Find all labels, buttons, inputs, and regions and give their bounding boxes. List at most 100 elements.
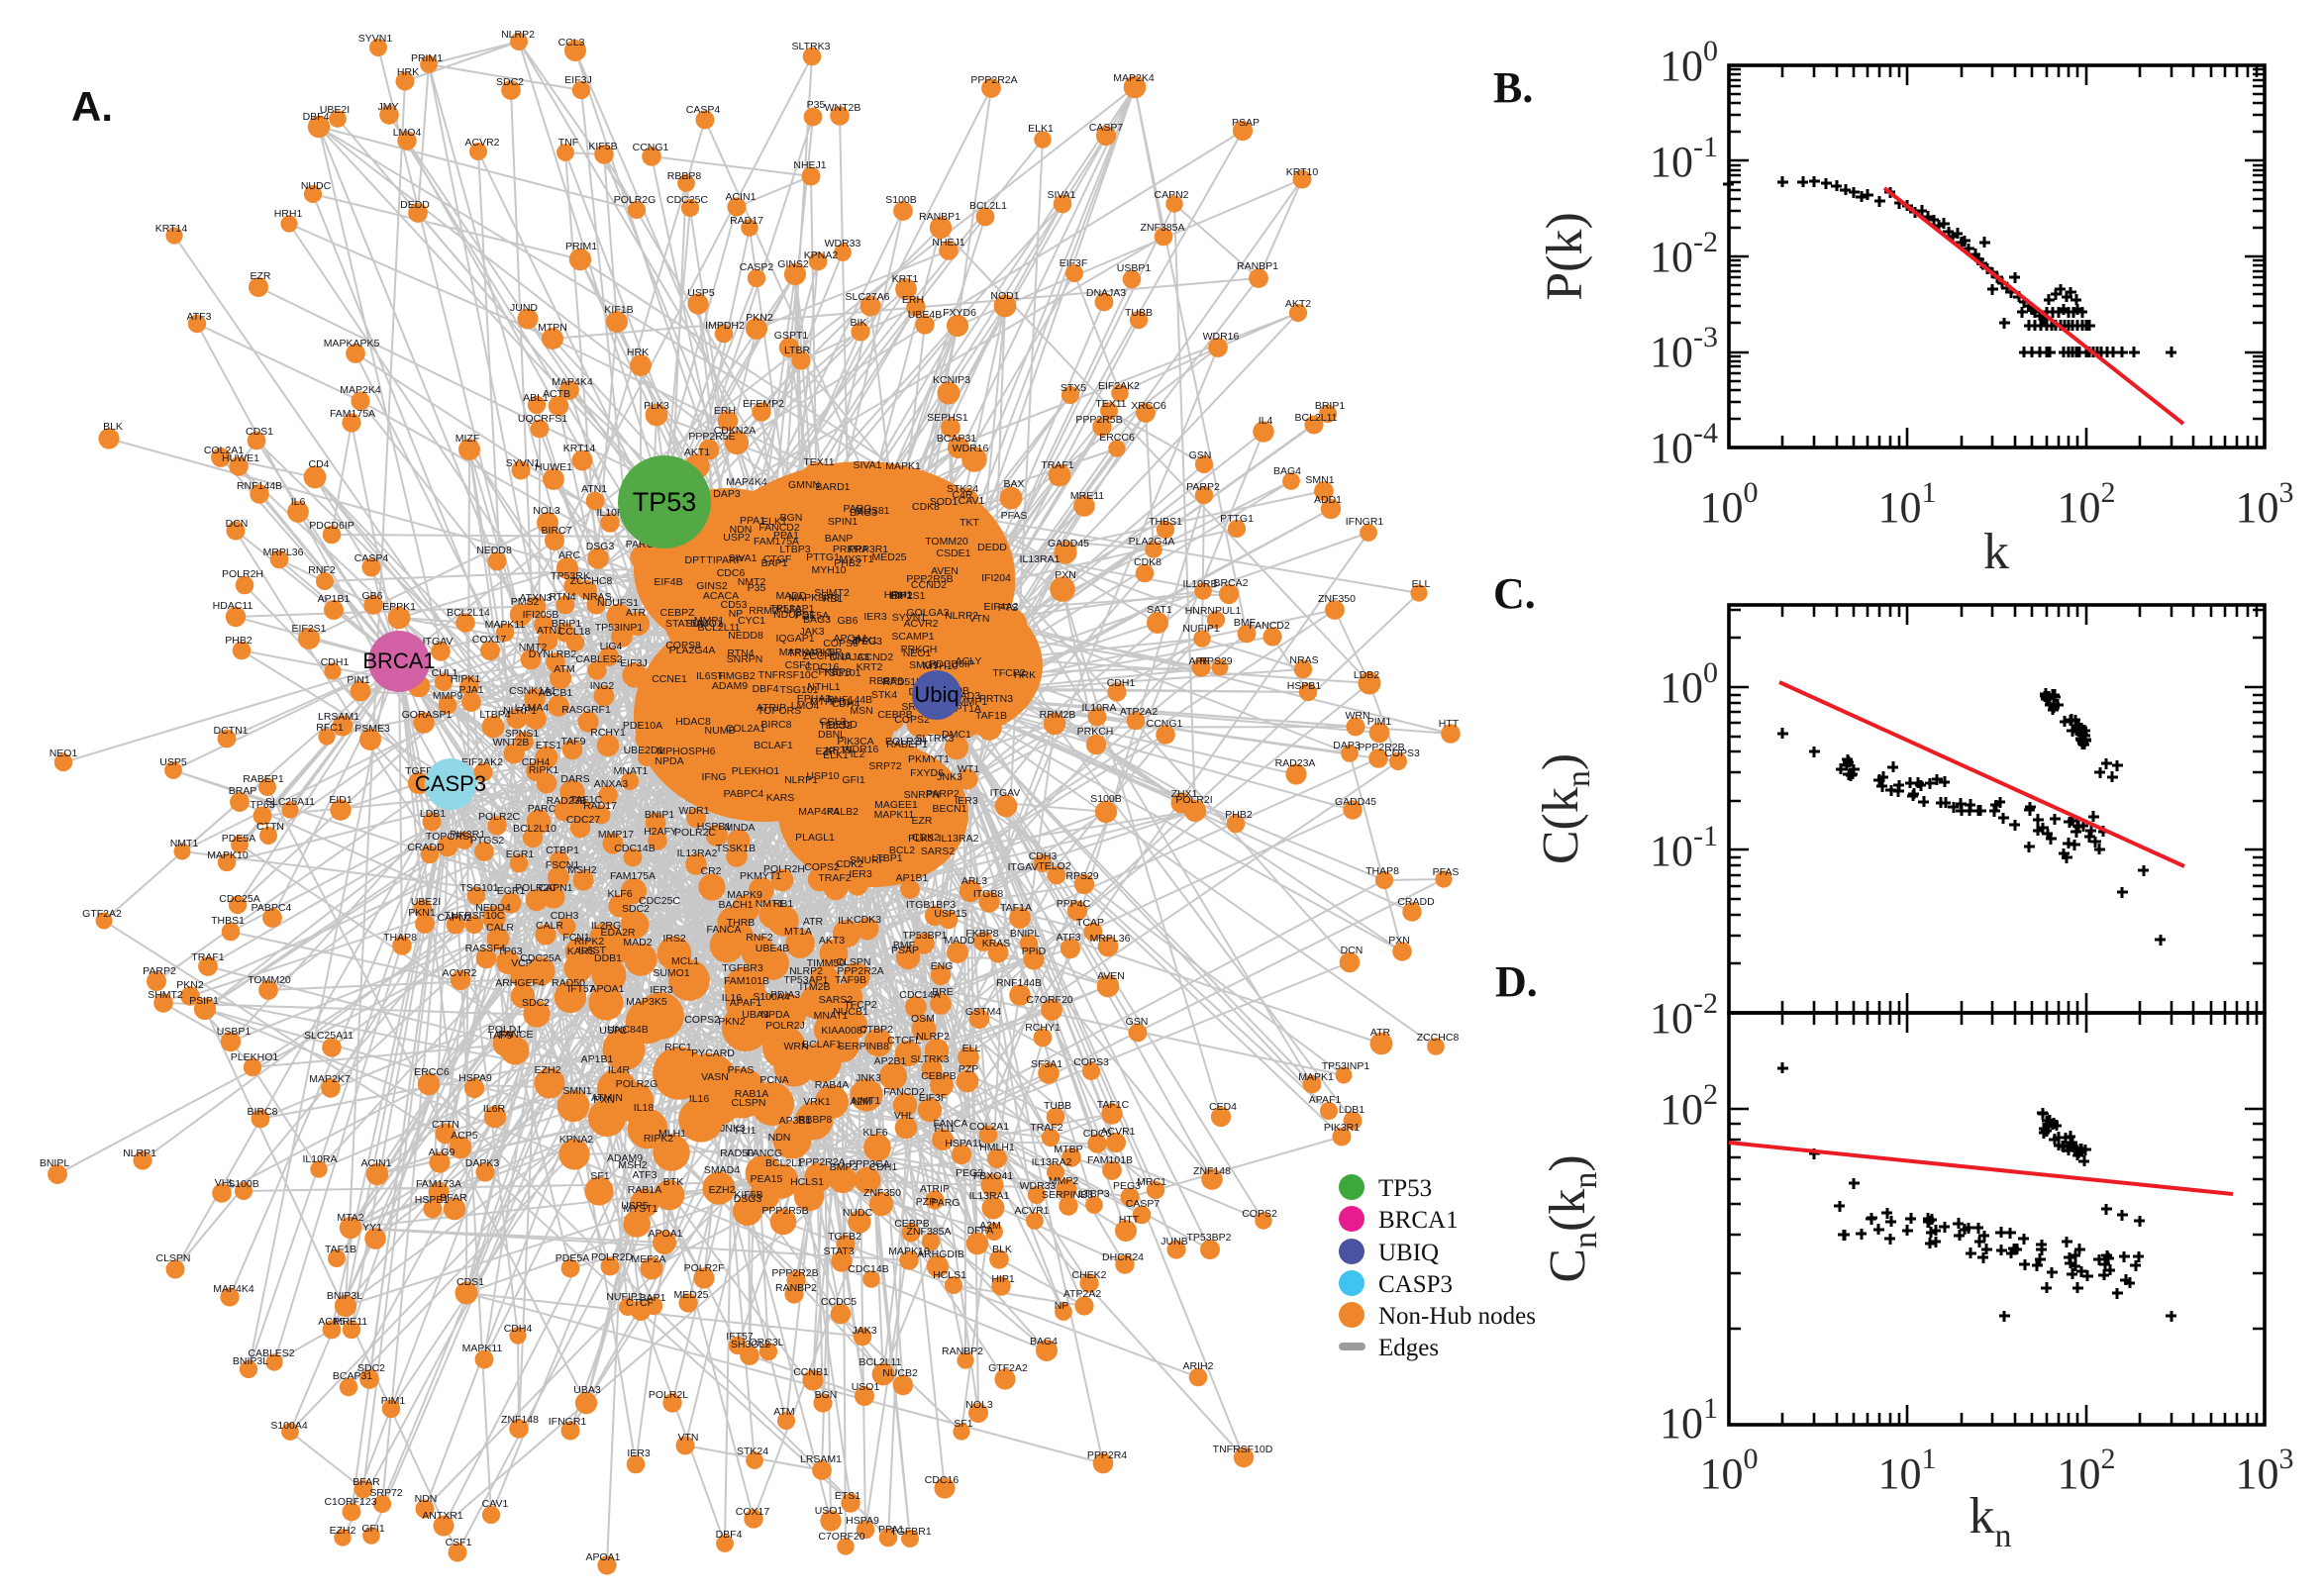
svg-text:CASP4: CASP4 (686, 104, 721, 116)
svg-text:GINS2: GINS2 (696, 580, 728, 592)
svg-text:EZR: EZR (912, 815, 933, 827)
svg-text:IL13RA1: IL13RA1 (969, 1190, 1010, 1202)
svg-text:AP1B1: AP1B1 (581, 1053, 614, 1065)
svg-text:WDR16: WDR16 (1203, 331, 1240, 343)
svg-text:MADD: MADD (945, 935, 975, 947)
svg-text:BRAP: BRAP (229, 785, 257, 797)
svg-text:ACLY: ACLY (956, 655, 982, 667)
svg-text:ERCC6: ERCC6 (1099, 432, 1135, 444)
svg-text:USO1: USO1 (815, 1505, 844, 1517)
svg-text:LMO4: LMO4 (393, 127, 422, 139)
svg-text:HRK: HRK (627, 347, 649, 358)
svg-text:TAF1B: TAF1B (975, 710, 1007, 722)
svg-text:TGFBR3: TGFBR3 (722, 962, 763, 974)
svg-text:NP: NP (729, 608, 744, 620)
svg-text:LAMA4: LAMA4 (515, 702, 550, 714)
svg-text:ZHX1: ZHX1 (852, 635, 878, 647)
svg-text:CSF1: CSF1 (785, 659, 812, 671)
svg-text:CCL18: CCL18 (558, 626, 591, 638)
svg-text:SNRPN: SNRPN (727, 653, 763, 665)
svg-text:BTK: BTK (663, 1176, 683, 1188)
svg-text:FAM173A: FAM173A (416, 1178, 461, 1190)
svg-text:UBA3: UBA3 (742, 1009, 769, 1021)
svg-text:SNRPN: SNRPN (904, 789, 941, 801)
svg-text:ETS1: ETS1 (536, 740, 561, 751)
svg-text:ETS1: ETS1 (835, 1490, 860, 1502)
svg-text:AKT2: AKT2 (1285, 298, 1311, 310)
svg-text:CALR: CALR (536, 920, 563, 932)
svg-text:POLR2G: POLR2G (614, 194, 656, 206)
svg-text:MTPN: MTPN (538, 322, 567, 334)
svg-text:RANBP2: RANBP2 (942, 1346, 983, 1357)
svg-text:SHMT2: SHMT2 (814, 587, 850, 599)
svg-text:SARS2: SARS2 (921, 846, 956, 857)
svg-text:PPP3R1: PPP3R1 (849, 544, 888, 555)
svg-text:TAF9B: TAF9B (835, 974, 866, 986)
svg-text:MMP2: MMP2 (1049, 1175, 1078, 1187)
svg-text:C7ORF20: C7ORF20 (1026, 994, 1072, 1006)
svg-text:ORC3L: ORC3L (749, 1337, 783, 1348)
svg-text:PPP2R2A: PPP2R2A (837, 965, 883, 977)
svg-text:NEO1: NEO1 (903, 648, 932, 659)
svg-text:PPA1: PPA1 (878, 1524, 904, 1536)
svg-text:ITGAV: ITGAV (423, 636, 454, 648)
svg-text:DDB1: DDB1 (594, 952, 622, 964)
svg-text:BIRC8: BIRC8 (248, 1106, 278, 1118)
svg-text:MYH10: MYH10 (923, 660, 958, 672)
svg-text:CDK8: CDK8 (1134, 556, 1162, 568)
svg-text:CCNB1: CCNB1 (793, 1366, 829, 1378)
svg-text:SF1: SF1 (590, 1170, 609, 1182)
svg-text:PRIM1: PRIM1 (565, 241, 597, 252)
svg-text:ZNF350: ZNF350 (1318, 593, 1356, 605)
svg-text:DHCR24: DHCR24 (1102, 1251, 1144, 1263)
svg-text:SDC2: SDC2 (357, 1362, 385, 1374)
svg-text:COX17: COX17 (472, 634, 507, 646)
svg-text:SIVA1: SIVA1 (1048, 189, 1076, 201)
svg-text:HDAC11: HDAC11 (213, 600, 253, 612)
svg-text:GFI1: GFI1 (361, 1523, 384, 1535)
svg-text:S100B: S100B (228, 1178, 259, 1190)
svg-text:THBS1: THBS1 (211, 915, 245, 927)
svg-text:ARC: ARC (558, 549, 581, 561)
svg-text:USP5: USP5 (159, 756, 187, 768)
svg-text:ADD1: ADD1 (1314, 494, 1342, 506)
svg-text:ILK: ILK (838, 915, 854, 927)
svg-text:CSDE1: CSDE1 (936, 548, 970, 559)
svg-text:GINS2: GINS2 (777, 258, 809, 270)
svg-text:FKBP8: FKBP8 (965, 928, 998, 940)
svg-text:MNDA: MNDA (725, 822, 756, 834)
svg-text:CDC6: CDC6 (1083, 1128, 1112, 1140)
svg-text:DEDD: DEDD (977, 542, 1007, 553)
svg-text:SPNS1: SPNS1 (505, 728, 540, 740)
svg-text:RABEP1: RABEP1 (243, 773, 284, 785)
svg-text:COPS8: COPS8 (665, 640, 701, 651)
svg-text:DNAJA3: DNAJA3 (1086, 287, 1126, 299)
svg-text:CDK2: CDK2 (912, 832, 940, 844)
svg-text:THRB: THRB (727, 917, 756, 929)
svg-text:SMG1: SMG1 (909, 659, 939, 671)
svg-text:PPP2R2B: PPP2R2B (771, 1267, 818, 1279)
svg-text:k: k (1983, 524, 2009, 580)
svg-text:ZCCHC8: ZCCHC8 (1417, 1032, 1460, 1044)
svg-text:NRAS: NRAS (582, 591, 611, 603)
svg-text:PEG3: PEG3 (956, 1167, 983, 1179)
svg-text:FKBP8: FKBP8 (818, 666, 851, 678)
svg-text:PDE5A: PDE5A (556, 1252, 589, 1264)
svg-text:ZCCHC10: ZCCHC10 (803, 650, 852, 662)
svg-text:SPIN1: SPIN1 (828, 516, 858, 528)
svg-text:ABL1: ABL1 (523, 392, 549, 404)
svg-text:PPP2R5E: PPP2R5E (688, 431, 735, 443)
svg-text:NMT1: NMT1 (170, 838, 199, 849)
svg-text:TEX11: TEX11 (1095, 398, 1126, 410)
svg-text:SLTRK3: SLTRK3 (792, 41, 831, 52)
svg-text:IFI205B: IFI205B (523, 609, 559, 621)
svg-text:DNAJA3: DNAJA3 (830, 651, 869, 663)
svg-text:JNK3: JNK3 (720, 1123, 746, 1135)
svg-text:PPA1: PPA1 (773, 530, 799, 542)
svg-text:FANCD2: FANCD2 (883, 1086, 925, 1098)
svg-text:CTBP2: CTBP2 (859, 1024, 893, 1036)
svg-text:IL10RA: IL10RA (1081, 702, 1116, 714)
svg-text:BMF: BMF (1234, 617, 1256, 629)
svg-text:MAGEE1: MAGEE1 (874, 799, 918, 811)
svg-text:MAPK11: MAPK11 (462, 1343, 503, 1354)
